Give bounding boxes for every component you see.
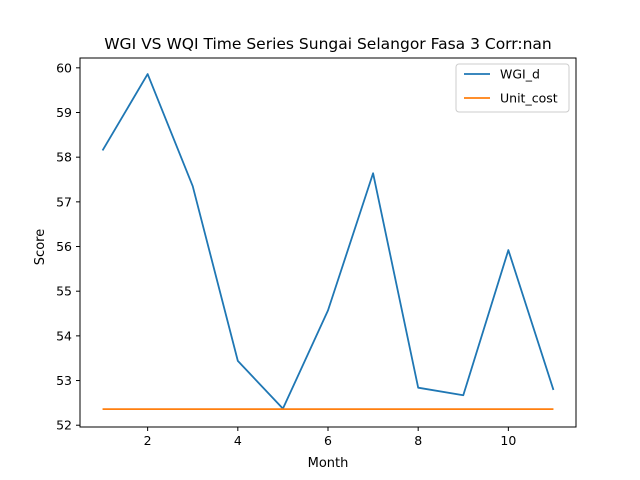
x-tick-label: 2 bbox=[144, 433, 152, 448]
y-tick-label: 59 bbox=[56, 105, 72, 120]
legend-label-2: Unit_cost bbox=[500, 91, 558, 106]
x-axis-label: Month bbox=[308, 456, 349, 471]
legend: WGI_d Unit_cost bbox=[455, 63, 570, 113]
x-tick-label: 8 bbox=[414, 433, 422, 448]
y-tick-label: 53 bbox=[56, 373, 72, 388]
chart-title: WGI VS WQI Time Series Sungai Selangor F… bbox=[104, 35, 552, 53]
y-tick-label: 57 bbox=[56, 194, 72, 209]
x-tick-label: 10 bbox=[500, 433, 516, 448]
y-tick-label: 58 bbox=[56, 150, 72, 165]
x-tick-label: 6 bbox=[324, 433, 332, 448]
x-tick-label: 4 bbox=[234, 433, 242, 448]
y-tick-label: 52 bbox=[56, 418, 72, 433]
y-axis-label: Score bbox=[33, 229, 48, 265]
y-tick-label: 54 bbox=[56, 328, 72, 343]
plot-area: 2 4 6 8 10 52 53 54 55 56 57 58 59 60 bbox=[56, 57, 577, 448]
legend-box bbox=[455, 63, 570, 113]
y-tick-label: 60 bbox=[56, 60, 72, 75]
series-line-1 bbox=[101, 73, 555, 410]
y-tick-label: 56 bbox=[56, 239, 72, 254]
legend-label-1: WGI_d bbox=[500, 67, 540, 82]
y-tick-label: 55 bbox=[56, 284, 72, 299]
